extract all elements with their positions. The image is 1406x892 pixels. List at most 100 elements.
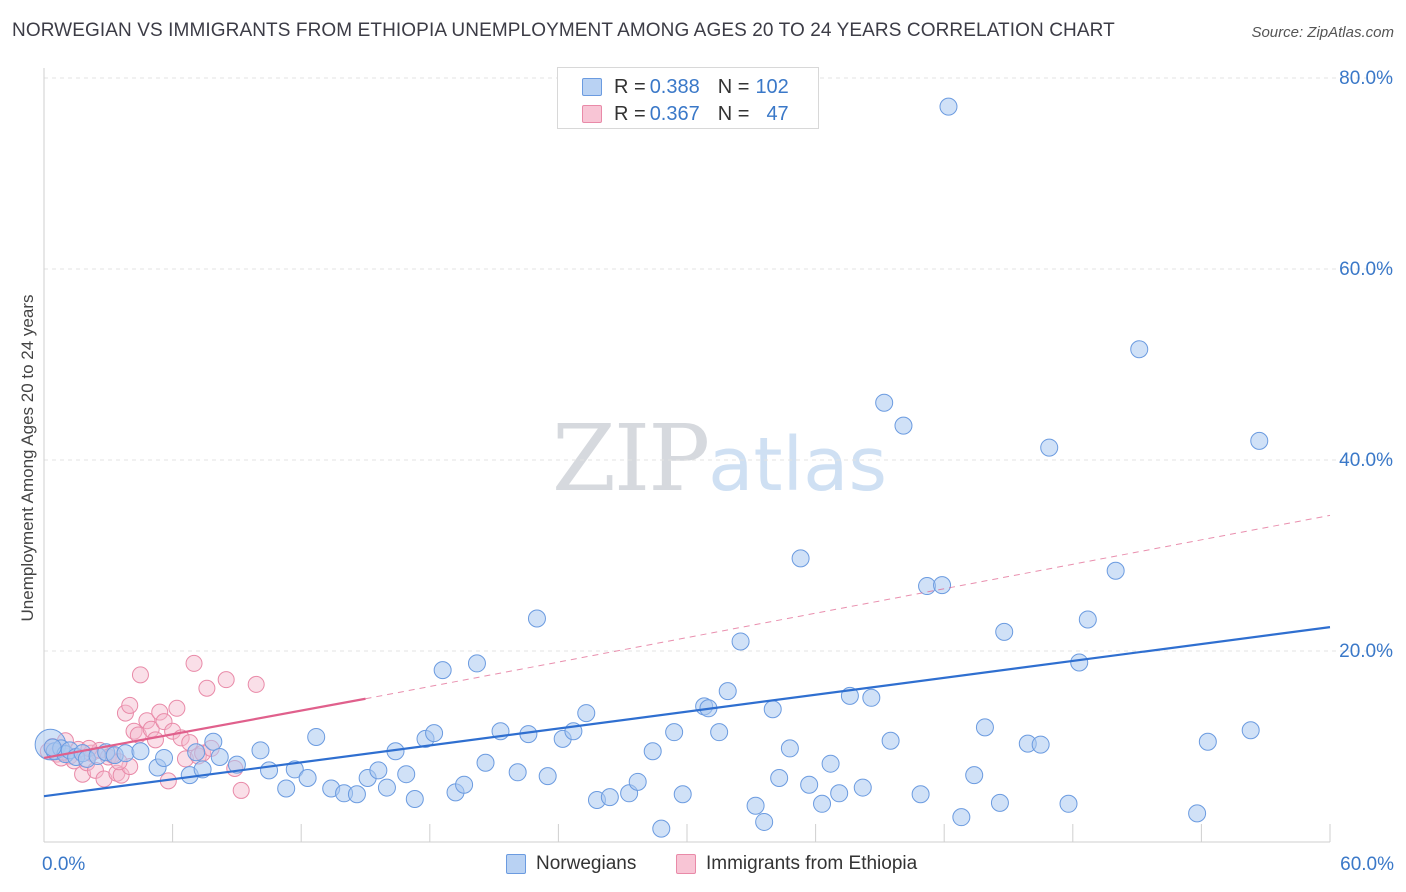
- data-point-norwegians: [673, 785, 692, 804]
- legend-swatch-blue: [582, 78, 602, 96]
- y-tick-label: 40.0%: [1339, 450, 1393, 471]
- trendline-ethiopia-extension: [365, 514, 1331, 700]
- data-point-norwegians: [1250, 431, 1269, 450]
- data-point-norwegians: [1241, 721, 1260, 740]
- data-point-norwegians: [731, 632, 750, 651]
- data-point-norwegians: [830, 784, 849, 803]
- data-point-norwegians: [821, 754, 840, 773]
- data-point-norwegians: [791, 549, 810, 568]
- data-point-norwegians: [718, 682, 737, 701]
- watermark: ZIPatlas: [552, 405, 887, 512]
- data-point-norwegians: [628, 772, 647, 791]
- stats-legend: R = 0.388 N = 102 R = 0.367 N = 47: [557, 67, 819, 129]
- data-point-norwegians: [755, 812, 774, 831]
- data-point-ethiopia: [146, 731, 164, 749]
- y-tick-label: 80.0%: [1339, 68, 1393, 89]
- source-label: Source: ZipAtlas.com: [1251, 24, 1394, 41]
- data-point-norwegians: [995, 622, 1014, 641]
- data-point-norwegians: [285, 760, 304, 779]
- data-point-ethiopia: [112, 766, 130, 784]
- data-point-ethiopia: [168, 699, 186, 717]
- data-point-norwegians: [800, 775, 819, 794]
- bottom-legend-label: Norwegians: [536, 853, 637, 874]
- legend-n-label: N =: [717, 102, 750, 125]
- data-point-norwegians: [600, 788, 619, 807]
- data-point-norwegians: [780, 739, 799, 758]
- data-point-norwegians: [939, 97, 958, 116]
- data-point-norwegians: [710, 723, 729, 742]
- trendline-norwegians: [43, 626, 1331, 798]
- data-point-norwegians: [527, 609, 546, 628]
- data-point-norwegians: [763, 700, 782, 719]
- chart-title: NORWEGIAN VS IMMIGRANTS FROM ETHIOPIA UN…: [12, 20, 1115, 41]
- trendline-ethiopia: [43, 697, 366, 760]
- watermark-atlas: atlas: [708, 422, 887, 508]
- data-point-norwegians: [251, 741, 270, 760]
- data-point-norwegians: [397, 765, 416, 784]
- data-point-ethiopia: [151, 703, 169, 721]
- data-point-norwegians: [746, 796, 765, 815]
- data-point-norwegians: [1106, 561, 1125, 580]
- data-point-norwegians: [433, 661, 452, 680]
- y-axis-label: Unemployment Among Ages 20 to 24 years: [18, 295, 37, 622]
- x-tick-label: 60.0%: [1340, 854, 1394, 875]
- data-point-norwegians: [1031, 735, 1050, 754]
- data-point-norwegians: [770, 769, 789, 788]
- data-point-norwegians: [665, 723, 684, 742]
- data-point-norwegians: [643, 742, 662, 761]
- data-point-norwegians: [508, 763, 527, 782]
- data-point-norwegians: [204, 732, 223, 751]
- bottom-legend-swatch-pink: [676, 854, 696, 874]
- data-point-norwegians: [975, 718, 994, 737]
- data-point-ethiopia: [232, 781, 250, 799]
- data-point-norwegians: [875, 393, 894, 412]
- data-point-norwegians: [227, 755, 246, 774]
- x-tick-label: 0.0%: [42, 854, 85, 875]
- data-point-norwegians: [347, 785, 366, 804]
- watermark-zip: ZIP: [552, 405, 710, 512]
- data-point-norwegians: [1198, 732, 1217, 751]
- grid-lines: [44, 77, 1392, 652]
- data-point-norwegians: [538, 767, 557, 786]
- bottom-legend-norwegians: Norwegians: [506, 852, 636, 876]
- legend-row-ethiopia: R = 0.367 N = 47: [582, 103, 789, 125]
- axes: [43, 68, 1331, 843]
- data-point-norwegians: [260, 761, 279, 780]
- legend-r-value: 0.388: [649, 75, 700, 98]
- data-point-norwegians: [918, 577, 937, 596]
- bottom-legend-swatch-blue: [506, 854, 526, 874]
- data-point-norwegians: [369, 761, 388, 780]
- data-point-ethiopia: [138, 712, 156, 730]
- data-point-norwegians: [894, 416, 913, 435]
- data-point-norwegians: [467, 654, 486, 673]
- y-tick-label: 20.0%: [1339, 641, 1393, 662]
- data-point-norwegians: [1188, 804, 1207, 823]
- axis-labels: 20.0% 40.0% 60.0% 80.0% 0.0% 60.0% Unemploymen…: [18, 68, 1394, 875]
- data-point-ethiopia: [185, 654, 203, 672]
- data-point-norwegians: [853, 778, 872, 797]
- legend-n-label: N =: [717, 75, 750, 98]
- data-point-ethiopia: [155, 713, 173, 731]
- data-point-norwegians: [155, 748, 174, 767]
- data-point-norwegians: [210, 748, 229, 767]
- data-point-norwegians: [1059, 794, 1078, 813]
- legend-n-value: 47: [766, 102, 789, 125]
- data-point-norwegians: [911, 785, 930, 804]
- data-point-ethiopia: [198, 679, 216, 697]
- data-point-norwegians: [425, 724, 444, 743]
- data-point-norwegians: [277, 779, 296, 798]
- data-point-norwegians: [1130, 340, 1149, 359]
- data-point-norwegians: [952, 808, 971, 827]
- data-point-norwegians: [990, 793, 1009, 812]
- data-point-norwegians: [965, 766, 984, 785]
- data-point-ethiopia: [131, 666, 149, 684]
- series-norwegians: [34, 97, 1269, 838]
- legend-r-label: R =: [614, 75, 646, 98]
- data-point-norwegians: [881, 731, 900, 750]
- data-point-norwegians: [116, 744, 135, 763]
- legend-n-value: 102: [755, 75, 789, 98]
- data-point-norwegians: [1070, 653, 1089, 672]
- bottom-legend-ethiopia: Immigrants from Ethiopia: [676, 852, 917, 876]
- data-point-ethiopia: [247, 675, 265, 693]
